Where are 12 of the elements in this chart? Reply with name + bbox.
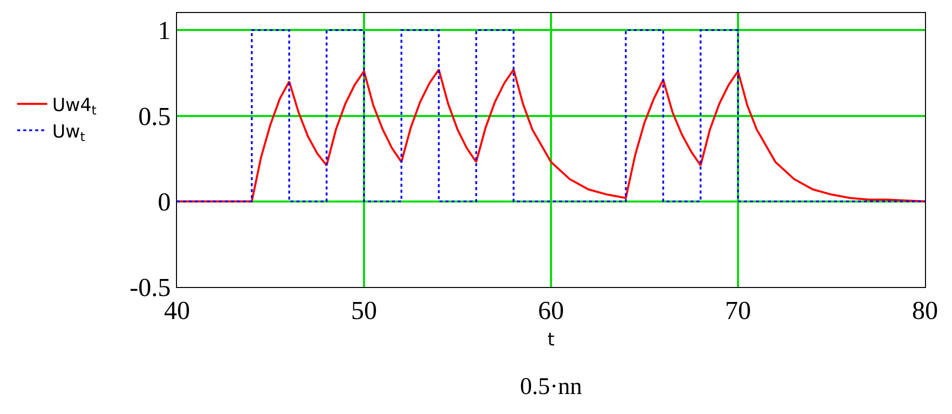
legend-label: Uw$_{t}$ <box>52 121 86 144</box>
x-tick-label: 60 <box>538 296 564 326</box>
x-tick-label: 70 <box>725 296 751 326</box>
y-tick-label: 1 <box>158 16 171 46</box>
y-tick-label: 0.5 <box>138 102 171 131</box>
x-tick-label: 50 <box>351 296 377 326</box>
legend-label: Uw4$_{t}$ <box>52 94 97 118</box>
x-axis-title: t <box>547 329 555 350</box>
y-tick-label: 0 <box>158 187 171 216</box>
x-tick-label: 80 <box>912 296 938 326</box>
line-series <box>177 68 925 202</box>
text: 0.5·nn <box>520 374 582 400</box>
